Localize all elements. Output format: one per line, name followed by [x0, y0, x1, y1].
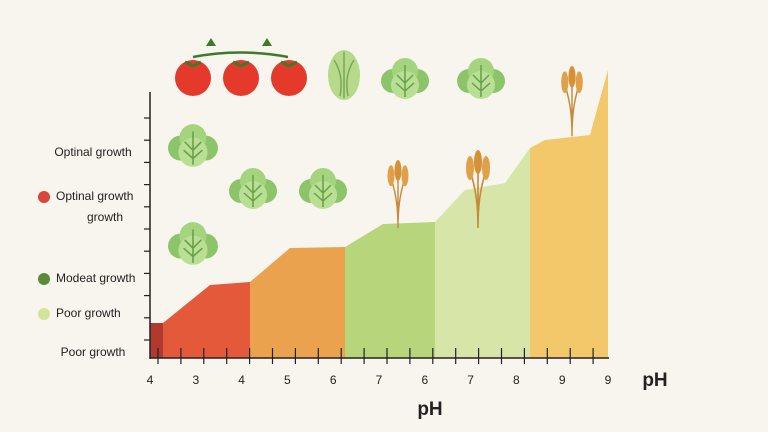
band	[435, 148, 530, 358]
axis-title: pH	[417, 399, 442, 420]
band	[250, 247, 345, 358]
lettuce-icon	[167, 221, 219, 266]
legend-label: Modeat growth	[56, 271, 135, 285]
wheat-icon	[560, 66, 584, 137]
cabbage	[328, 50, 360, 100]
band	[150, 323, 163, 358]
lettuce-icon	[380, 57, 430, 100]
x-ticks	[157, 348, 594, 364]
band	[345, 222, 435, 358]
x-tick-label: 3	[192, 373, 199, 387]
band	[163, 282, 250, 358]
x-tick-label: 8	[513, 373, 520, 387]
legend-label: Poor growth	[56, 306, 121, 320]
band	[530, 70, 608, 358]
lettuce-icon	[298, 167, 348, 210]
x-labels: 4 3 4 5 6 7 6 7 8 9 9	[147, 373, 612, 387]
legend-label: Optinal growth	[56, 189, 133, 203]
lettuce-icon	[456, 57, 506, 100]
legend: Optinal growth Modeat growth Poor growth	[38, 189, 135, 320]
x-tick-label: 6	[330, 373, 337, 387]
x-tick-label: 4	[147, 373, 154, 387]
x-tick-label: 9	[605, 373, 612, 387]
x-tick-label: 9	[559, 373, 566, 387]
x-tick-label: 5	[284, 373, 291, 387]
y-label: Optinal growth	[54, 145, 131, 159]
x-tick-label: 6	[421, 373, 428, 387]
y-label: growth	[87, 210, 123, 224]
legend-swatch	[38, 308, 50, 320]
y-ticks	[144, 117, 150, 341]
wheat-icon	[386, 160, 410, 230]
legend-swatch	[38, 191, 50, 203]
lettuce-icon	[228, 167, 278, 210]
tomatoes	[175, 38, 307, 96]
x-tick-label: 7	[467, 373, 474, 387]
x-tick-label: 7	[376, 373, 383, 387]
axis-title: pH	[642, 370, 667, 391]
growth-bands	[150, 70, 608, 358]
legend-swatch	[38, 273, 50, 285]
lettuce-icon	[167, 123, 219, 168]
x-tick-label: 4	[238, 373, 245, 387]
y-label: Poor growth	[61, 345, 126, 359]
